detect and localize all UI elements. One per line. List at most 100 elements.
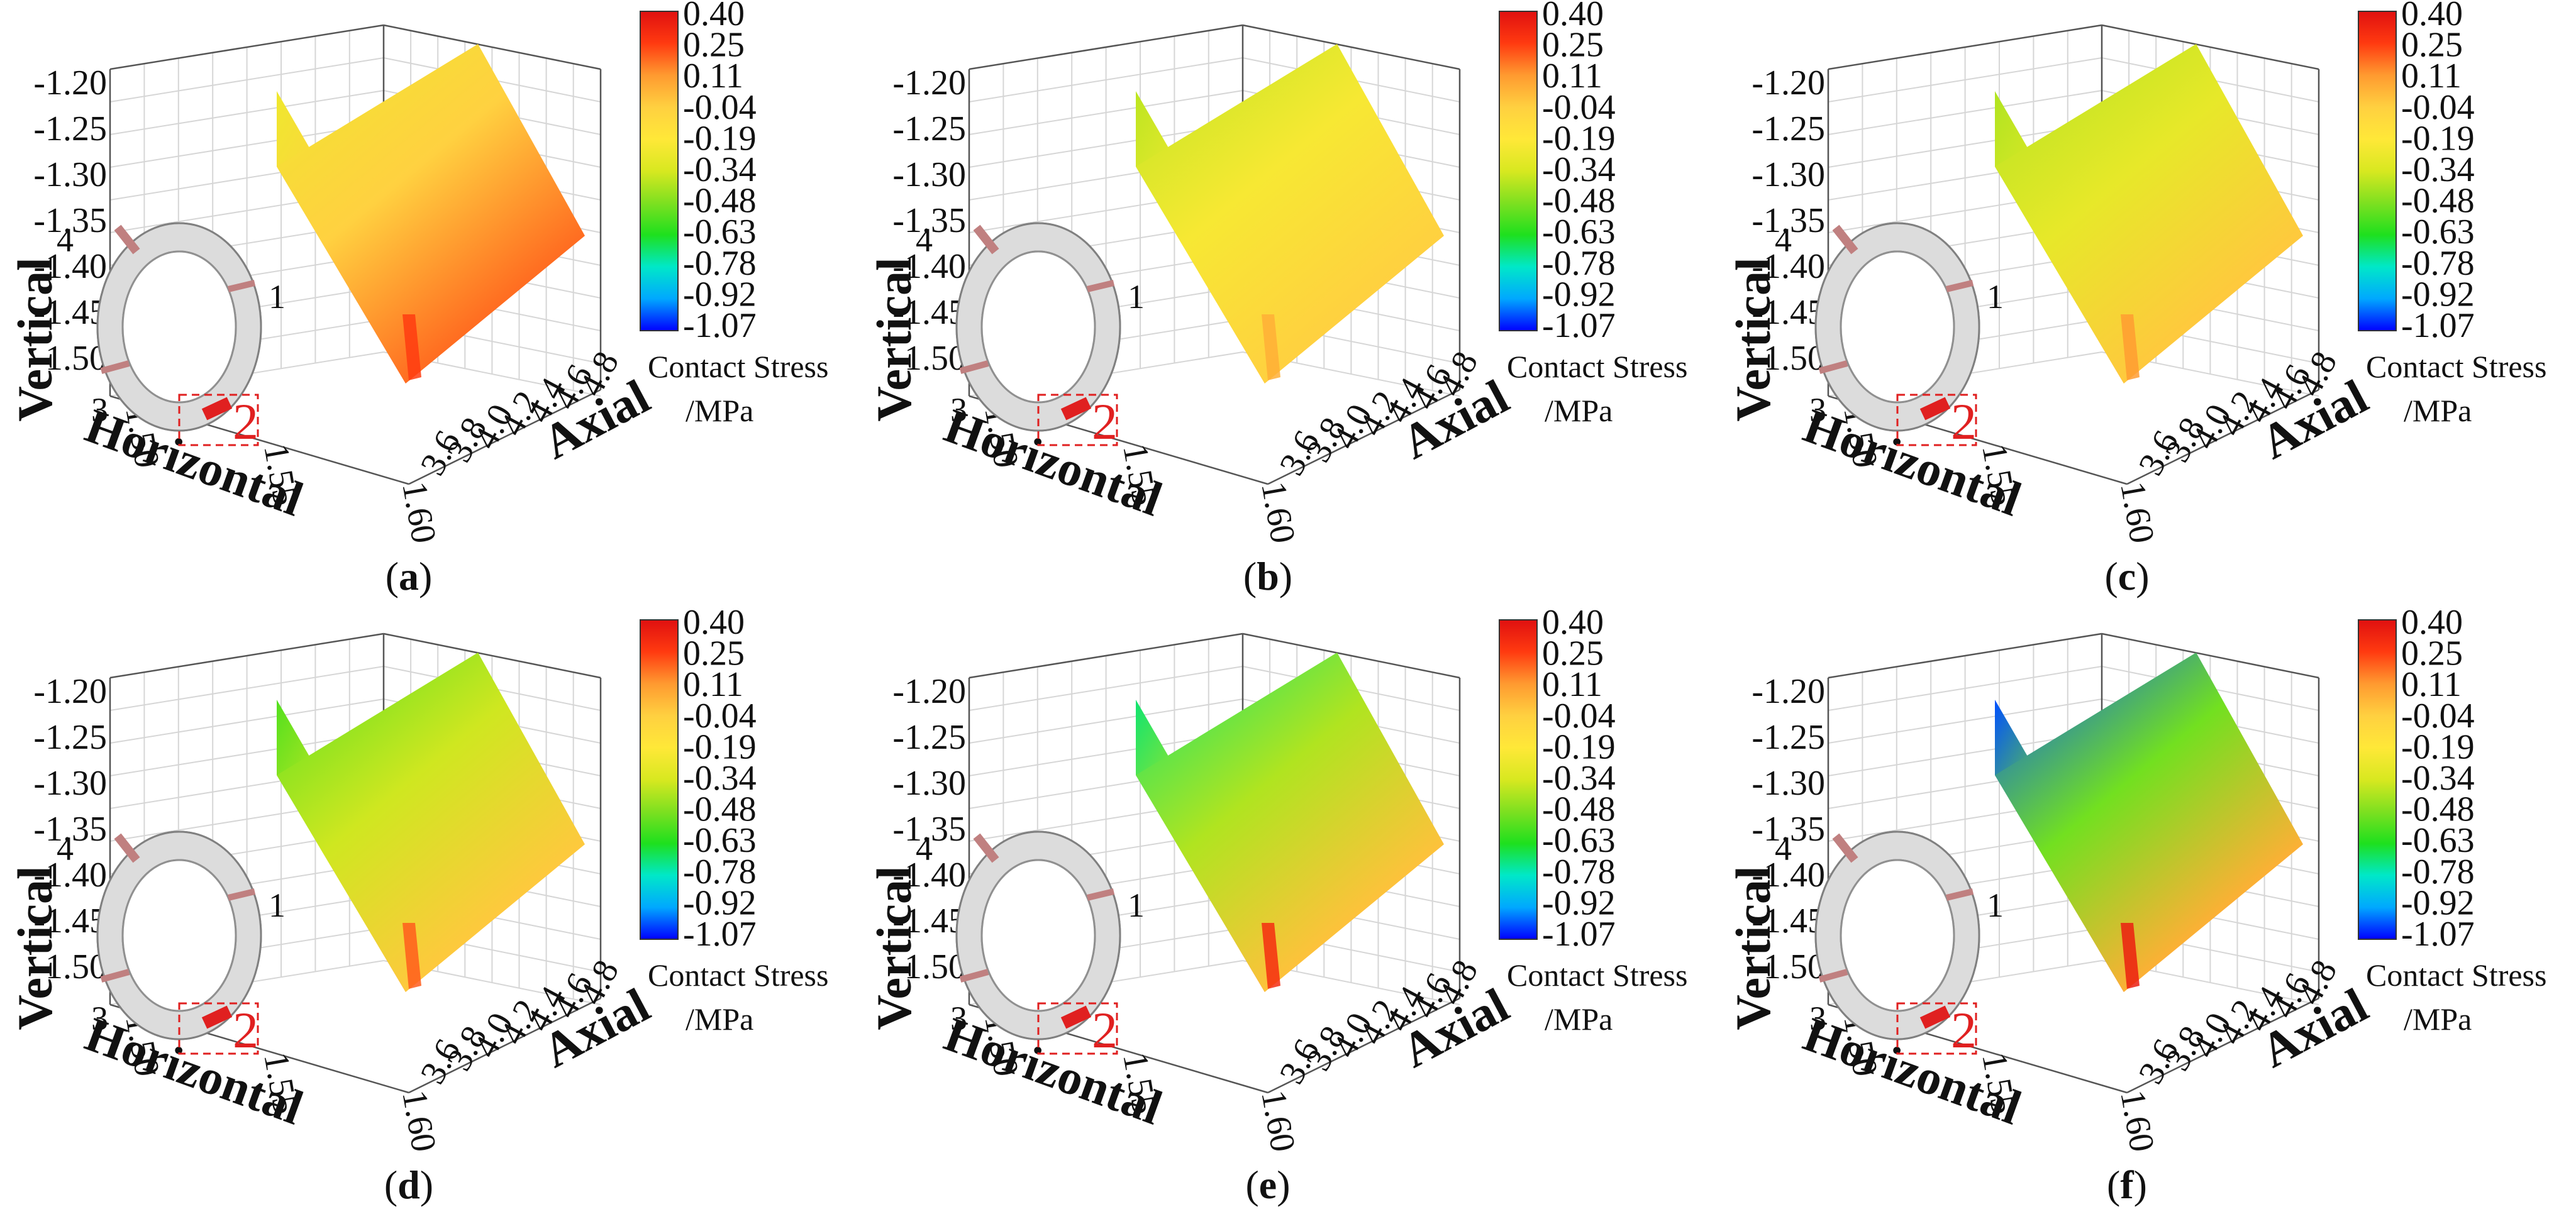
chart-panel-f: -1.20 -1.25 -1.30 -1.35 -1.40 -1.45 -1.50 Vert… bbox=[1718, 603, 2573, 1212]
ring-joint-1 bbox=[227, 280, 256, 292]
colorbar-scale bbox=[640, 619, 679, 940]
vertical-tick-label: -1.25 bbox=[1752, 718, 1825, 757]
horizontal-tick-label: 1.60 bbox=[2112, 1087, 2162, 1154]
segment-label-3: 3 bbox=[91, 1000, 108, 1037]
segment-label-1: 1 bbox=[269, 278, 286, 316]
colorbar-tick-label: -0.19 bbox=[2401, 727, 2475, 766]
colorbar-tick-labels: 0.400.250.11-0.04-0.19-0.34-0.48-0.63-0.… bbox=[2401, 0, 2475, 345]
horizontal-tick-label: 1.60 bbox=[394, 478, 443, 546]
axial-tick-labels: 3.63.84.04.24.44.64.8 bbox=[2131, 954, 2345, 1090]
surface-right-plane bbox=[1995, 653, 2303, 992]
colorbar-tick-label: -0.48 bbox=[683, 790, 757, 829]
panel-label: (f) bbox=[2107, 1162, 2147, 1207]
colorbar-tick-label: 0.25 bbox=[2401, 634, 2463, 673]
colorbar-title-line2: /MPa bbox=[2404, 393, 2472, 428]
panel-letter: a bbox=[399, 554, 419, 598]
vertical-axis-title: Vertical bbox=[1726, 866, 1780, 1030]
stress-surface bbox=[277, 44, 585, 383]
panel-letter: d bbox=[397, 1162, 420, 1207]
colorbar-tick-label: -0.34 bbox=[683, 150, 757, 189]
vertical-tick-label: -1.35 bbox=[892, 201, 966, 240]
ring-joint-4 bbox=[973, 224, 999, 255]
vertical-tick-label: -1.45 bbox=[33, 902, 107, 940]
panel-letter: f bbox=[2120, 1162, 2134, 1207]
colorbar-tick-label: -0.04 bbox=[1542, 697, 1616, 736]
colorbar-title-line1: Contact Stress bbox=[648, 957, 828, 993]
segment-label-4: 4 bbox=[916, 830, 933, 868]
colorbar-tick-label: -1.07 bbox=[2401, 915, 2475, 954]
ring-joint-4 bbox=[973, 833, 999, 863]
vertical-tick-label: -1.50 bbox=[892, 339, 966, 378]
segment-label-1: 1 bbox=[1987, 278, 2004, 316]
colorbar-tick-label: 0.11 bbox=[683, 665, 743, 704]
panel-label: (b) bbox=[1243, 554, 1293, 598]
ring-joint-1 bbox=[1945, 888, 1974, 901]
ring-joint-3 bbox=[1818, 969, 1848, 983]
surface-hot-edge bbox=[2121, 314, 2140, 380]
colorbar-tick-label: -0.48 bbox=[683, 182, 757, 221]
vertical-tick-label: -1.35 bbox=[892, 810, 966, 849]
segment-label-2: 2 bbox=[233, 1001, 258, 1059]
colorbar-tick-label: 0.11 bbox=[683, 57, 743, 96]
chart-panel-a: -1.20 -1.25 -1.30 -1.35 -1.40 -1.45 -1.50 Vert… bbox=[0, 0, 855, 604]
ring-joint-4 bbox=[114, 224, 140, 255]
segment-2-highlight bbox=[201, 397, 233, 421]
colorbar-tick-label: -0.34 bbox=[2401, 759, 2475, 798]
colorbar-tick-label: -0.63 bbox=[1542, 212, 1616, 251]
segment-label-2: 2 bbox=[1092, 1001, 1118, 1059]
segment-label-3: 3 bbox=[950, 391, 967, 429]
colorbar-tick-label: -0.92 bbox=[2401, 883, 2475, 922]
ring-hole bbox=[1840, 250, 1955, 404]
colorbar-tick-label: -0.92 bbox=[1542, 883, 1616, 922]
colorbar-tick-label: -0.19 bbox=[683, 727, 757, 766]
chart-panel-d: -1.20 -1.25 -1.30 -1.35 -1.40 -1.45 -1.50 Vert… bbox=[0, 603, 855, 1212]
segment-ring-inset: 4 1 3 2 bbox=[916, 830, 1145, 1059]
colorbar-title-line1: Contact Stress bbox=[2366, 349, 2546, 384]
segment-label-3: 3 bbox=[1809, 1000, 1826, 1037]
segment-label-2: 2 bbox=[1092, 393, 1118, 450]
vertical-tick-label: -1.30 bbox=[33, 764, 107, 803]
colorbar-tick-label: -0.92 bbox=[683, 275, 757, 314]
segment-label-4: 4 bbox=[57, 830, 74, 868]
segment-2-box bbox=[1896, 394, 1977, 446]
segment-label-1: 1 bbox=[1128, 278, 1145, 316]
segment-2-highlight bbox=[201, 1005, 233, 1029]
colorbar-tick-label: 0.11 bbox=[2401, 665, 2462, 704]
colorbar-tick-label: -0.04 bbox=[2401, 697, 2475, 736]
stress-surface bbox=[1136, 44, 1444, 383]
colorbar-tick-label: -0.92 bbox=[683, 883, 757, 922]
colorbar-scale bbox=[1499, 11, 1538, 331]
surface-right-plane bbox=[1136, 44, 1444, 383]
colorbar-tick-label: 0.40 bbox=[683, 0, 745, 33]
colorbar-tick-label: -0.34 bbox=[2401, 150, 2475, 189]
colorbar-tick-labels: 0.400.250.11-0.04-0.19-0.34-0.48-0.63-0.… bbox=[683, 0, 757, 345]
colorbar-tick-label: 0.25 bbox=[2401, 26, 2463, 65]
segment-label-3: 3 bbox=[1809, 391, 1826, 429]
vertical-axis-title: Vertical bbox=[867, 257, 921, 421]
vertical-tick-label: -1.35 bbox=[33, 810, 107, 849]
vertical-tick-label: -1.25 bbox=[1752, 109, 1825, 148]
colorbar-tick-label: -0.63 bbox=[683, 821, 757, 860]
vertical-tick-label: -1.50 bbox=[33, 339, 107, 378]
segment-2-box bbox=[1037, 394, 1118, 446]
segment-label-1: 1 bbox=[1987, 886, 2004, 924]
vertical-tick-label: -1.50 bbox=[892, 947, 966, 986]
segment-ring-inset: 4 1 3 2 bbox=[916, 221, 1145, 450]
colorbar-tick-label: -0.04 bbox=[1542, 88, 1616, 127]
chart-svg: -1.20 -1.25 -1.30 -1.35 -1.40 -1.45 -1.50 Vert… bbox=[1726, 603, 2546, 1155]
colorbar-tick-label: -0.48 bbox=[1542, 790, 1616, 829]
segment-label-2: 2 bbox=[1951, 1001, 1977, 1059]
colorbar-scale bbox=[1499, 619, 1538, 940]
colorbar-tick-label: -0.63 bbox=[1542, 821, 1616, 860]
stress-surface bbox=[1995, 44, 2303, 383]
vertical-axis-title: Vertical bbox=[867, 866, 921, 1030]
colorbar-title-line2: /MPa bbox=[686, 1001, 753, 1037]
colorbar-tick-label: -0.19 bbox=[1542, 119, 1616, 158]
colorbar-title-line1: Contact Stress bbox=[2366, 957, 2546, 993]
vertical-tick-label: -1.40 bbox=[33, 856, 107, 895]
surface-hot-edge bbox=[402, 923, 421, 989]
segment-2-highlight bbox=[1060, 1005, 1092, 1029]
colorbar: 0.400.250.11-0.04-0.19-0.34-0.48-0.63-0.… bbox=[640, 0, 828, 428]
colorbar-tick-label: 0.40 bbox=[683, 603, 745, 642]
segment-label-1: 1 bbox=[269, 886, 286, 924]
